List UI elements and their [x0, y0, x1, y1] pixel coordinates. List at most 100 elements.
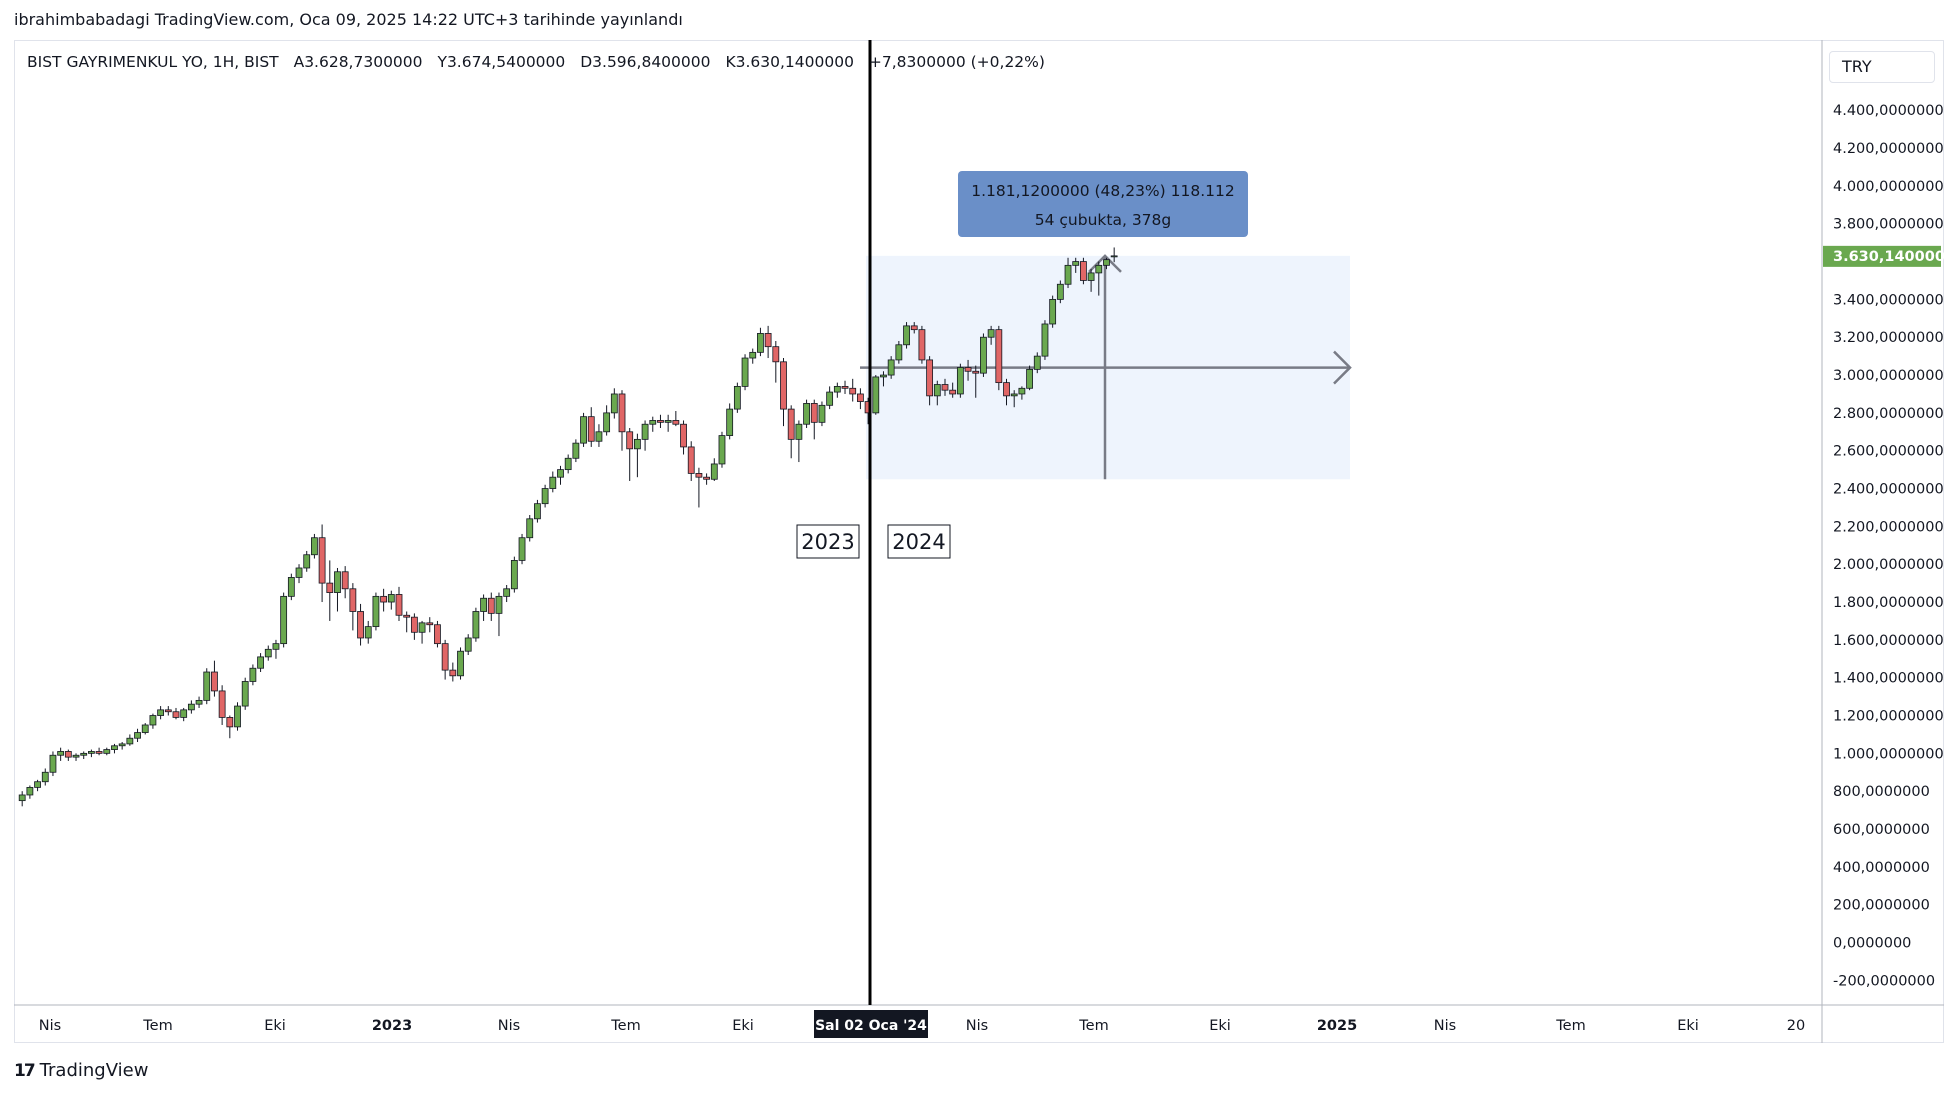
candle [718, 431, 726, 468]
close-label: K [725, 53, 736, 71]
candle [218, 685, 226, 725]
candle-body-down [926, 359, 934, 397]
candle-body-up [1056, 283, 1064, 300]
candle [349, 583, 357, 631]
candle [818, 401, 826, 427]
candle [88, 749, 95, 758]
candle [395, 586, 403, 621]
candle [495, 592, 503, 637]
price-tick-label: 1.800,0000000 [1833, 595, 1944, 611]
candle-body-down [626, 431, 634, 450]
candle [641, 420, 649, 451]
candle [1003, 378, 1010, 406]
candle-body-up [203, 671, 211, 701]
candle [841, 380, 849, 394]
candle-body-up [1049, 298, 1057, 325]
candle-body-down [172, 711, 180, 718]
measure-tool[interactable]: 1.181,1200000 (48,23%) 118.112 54 çubukta… [860, 171, 1352, 480]
price-tick-label: 4.200,0000000 [1833, 141, 1944, 157]
candle [280, 592, 288, 648]
candle-body-up [364, 626, 372, 639]
candle-body-down [357, 611, 364, 639]
time-tick-label: Eki [1677, 1018, 1699, 1034]
candle [941, 378, 949, 396]
candle [449, 662, 457, 682]
candle [1080, 257, 1087, 285]
candle-body-down [680, 423, 687, 448]
annotations: 2023 2024 [796, 40, 951, 1005]
tradingview-logo[interactable]: 17 TradingView [14, 1060, 148, 1081]
low-label: D [580, 53, 593, 71]
candle-body-down [657, 420, 664, 423]
candle-body-up [372, 595, 380, 628]
candle-body-up [510, 560, 518, 590]
candle-body-down [326, 582, 334, 593]
candle [1026, 365, 1033, 391]
candle [126, 734, 134, 746]
candle-body-up [249, 667, 257, 682]
candle [1110, 247, 1118, 263]
candle [434, 620, 441, 648]
candle [1103, 257, 1110, 270]
candle-body-up [880, 374, 887, 378]
candle [795, 420, 803, 463]
candle-body-down [910, 325, 918, 331]
candle-body-up [49, 754, 57, 773]
candle [364, 620, 372, 644]
candle [264, 645, 272, 661]
candle-body-up [111, 745, 118, 750]
candle [457, 647, 464, 680]
candle [187, 700, 195, 714]
candle [503, 585, 511, 603]
currency-button[interactable]: TRY [1829, 51, 1935, 83]
candle-body-up [1026, 368, 1033, 389]
candle-body-up [118, 743, 126, 747]
candle [733, 382, 741, 413]
candle-body-up [334, 571, 341, 593]
candle [903, 322, 910, 349]
price-axis[interactable]: 4.400,0000000 4.200,0000000 4.000,0000000 3… [1821, 40, 1953, 1043]
candle-body-up [534, 503, 541, 520]
time-tick-label: 2025 [1317, 1018, 1357, 1034]
candle-body-up [641, 423, 649, 440]
candle [780, 358, 787, 427]
candle [134, 728, 141, 743]
candle [810, 399, 818, 440]
candle-body-up [1033, 355, 1041, 370]
candle [887, 356, 895, 379]
crosshair-time-label: Sal 02 Oca '24 [815, 1018, 927, 1034]
symbol-name[interactable]: BIST GAYRIMENKUL YO, 1H, BIST [27, 53, 279, 71]
candle [626, 428, 634, 481]
candle-body-up [18, 794, 26, 802]
candle-body-up [664, 420, 672, 423]
candle-body-down [349, 588, 357, 612]
measure-up-arrow [1088, 254, 1122, 273]
candle-body-up [303, 554, 311, 569]
candle [464, 634, 472, 655]
candle [964, 359, 972, 381]
candle-body-down [772, 346, 780, 363]
candle-body-up [726, 408, 734, 436]
candle-body-up [472, 611, 480, 639]
candle [857, 388, 864, 410]
candle [572, 439, 580, 463]
candle-body-up [795, 423, 803, 440]
price-tick-label: 1.600,0000000 [1833, 633, 1944, 649]
candle-body-up [818, 404, 826, 423]
candle-body-up [1018, 387, 1026, 395]
candle-body-up [733, 385, 741, 410]
time-axis[interactable]: Nis Tem Eki 2023 Nis Tem Eki Nis Tem Eki 2025 Nis Te… [14, 1004, 1944, 1038]
candle-body-up [495, 595, 503, 614]
candle [18, 791, 26, 807]
candle-body-down [403, 614, 411, 618]
candle [741, 354, 749, 391]
candle [995, 325, 1003, 391]
price-tick-label: 3.000,0000000 [1833, 368, 1944, 384]
candle [833, 382, 841, 398]
candle [564, 454, 572, 474]
candle-body-up [257, 656, 264, 669]
candles [18, 247, 1118, 807]
candle-body-down [341, 571, 349, 590]
candle [618, 390, 626, 451]
